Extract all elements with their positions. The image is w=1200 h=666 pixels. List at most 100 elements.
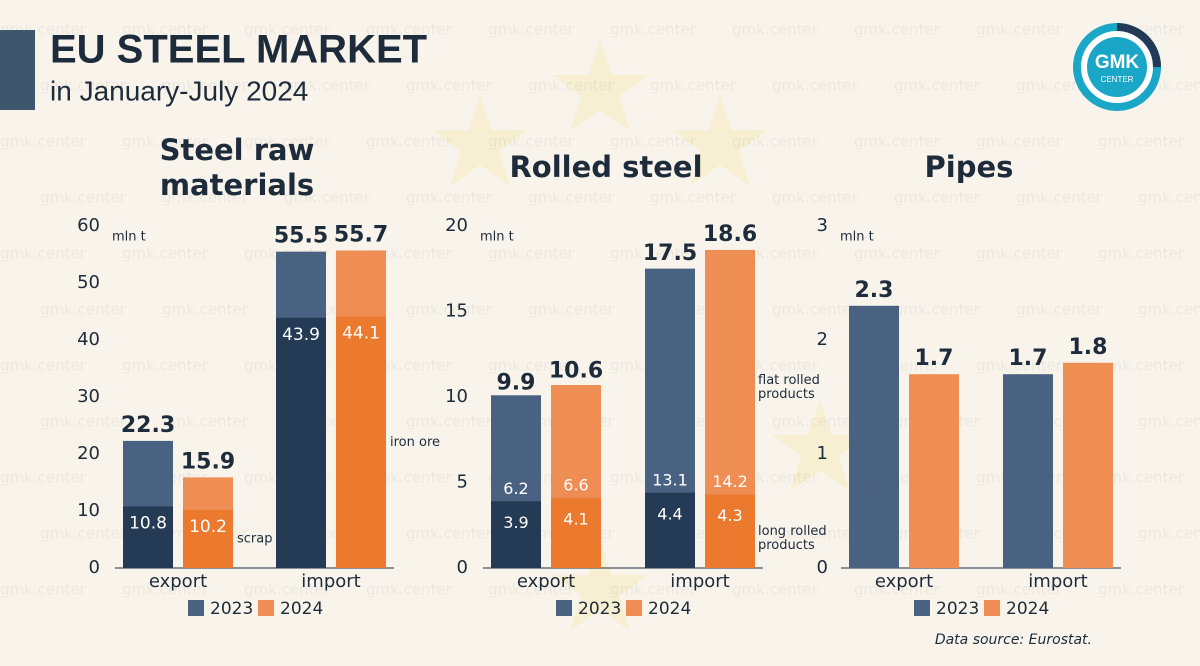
watermark: gmk.center: [366, 581, 453, 599]
watermark: gmk.center: [854, 21, 941, 39]
watermark: gmk.center: [772, 413, 859, 431]
watermark: gmk.center: [1138, 301, 1200, 319]
watermark: gmk.center: [488, 357, 575, 375]
logo: GMK CENTER: [1073, 23, 1161, 111]
legend-label: 2024: [648, 599, 691, 619]
bar-segment: [336, 316, 386, 568]
value-label: 18.6: [703, 222, 757, 247]
watermark: gmk.center: [528, 301, 615, 319]
star: [672, 95, 768, 186]
watermark: gmk.center: [488, 133, 575, 151]
segment-label: 10.8: [129, 513, 167, 533]
y-tick-label: 20: [77, 443, 100, 464]
star: [772, 400, 868, 491]
legend-label: 2023: [936, 599, 979, 619]
source-note: Data source: Eurostat.: [935, 632, 1092, 648]
legend-swatch: [984, 600, 1000, 616]
bar-segment: [276, 317, 326, 568]
star: [552, 540, 648, 631]
watermark: gmk.center: [366, 469, 453, 487]
unit-label: mln t: [840, 230, 874, 245]
watermark: gmk.center: [162, 189, 249, 207]
y-tick-label: 5: [457, 472, 468, 493]
watermark: gmk.center: [40, 189, 127, 207]
watermark: gmk.center: [488, 581, 575, 599]
watermark: gmk.center: [732, 133, 819, 151]
value-label: 22.3: [121, 413, 175, 438]
part-name: iron ore: [390, 435, 440, 450]
watermark: gmk.center: [40, 525, 127, 543]
watermark: gmk.center: [894, 189, 981, 207]
legend-label: 2024: [280, 599, 323, 619]
chart: mln t 0 10 20 30 40 50 60 export import 2023 22.3 10…: [77, 215, 440, 619]
watermark: gmk.center: [162, 301, 249, 319]
watermark: gmk.center: [284, 77, 371, 95]
value-label: 55.7: [334, 223, 388, 248]
bar-segment-long: [705, 494, 755, 568]
x-tick-label: export: [149, 571, 207, 592]
watermark: gmk.center: [0, 245, 87, 263]
watermark: gmk.center: [1098, 357, 1185, 375]
bar-segment-long: [645, 492, 695, 568]
watermark: gmk.center: [1138, 189, 1200, 207]
legend-label: 2024: [1006, 599, 1049, 619]
bar: [1003, 374, 1053, 568]
value-label: 55.5: [274, 224, 328, 249]
y-tick-label: 0: [817, 557, 828, 578]
watermark: gmk.center: [366, 21, 453, 39]
header-subtitle: in January-July 2024: [50, 75, 308, 106]
watermark: gmk.center: [488, 21, 575, 39]
watermark: gmk.center: [244, 21, 331, 39]
value-label: 1.7: [915, 346, 954, 371]
x-tick-label: export: [875, 571, 933, 592]
value-label: 10.6: [549, 359, 603, 384]
watermark: gmk.center: [40, 301, 127, 319]
watermark: gmk.center: [772, 301, 859, 319]
chart-title: Rolled steel: [509, 150, 703, 184]
legend-swatch: [258, 600, 274, 616]
bar: [849, 305, 899, 568]
watermark: gmk.center: [0, 357, 87, 375]
segment-label: 6.2: [503, 479, 528, 498]
bar-segment: [123, 506, 173, 568]
y-tick-label: 3: [817, 215, 828, 236]
bar-segment-long: [551, 497, 601, 568]
header-bar: [0, 30, 35, 110]
watermark: gmk.center: [406, 525, 493, 543]
unit-label: mln t: [480, 230, 514, 245]
watermark: gmk.center: [732, 581, 819, 599]
y-tick-label: 50: [77, 272, 100, 293]
value-label: 9.9: [497, 371, 536, 396]
watermark: gmk.center: [122, 133, 209, 151]
y-tick-label: 20: [445, 215, 468, 236]
watermark: gmk.center: [650, 77, 737, 95]
watermark: gmk.center: [162, 413, 249, 431]
part-name: long rolled products: [758, 524, 827, 554]
watermark: gmk.center: [1098, 133, 1185, 151]
bar-segment-long: [491, 501, 541, 568]
watermark: gmk.center: [0, 581, 87, 599]
watermark: gmk.center: [366, 357, 453, 375]
watermark: gmk.center: [488, 245, 575, 263]
bar: [1063, 362, 1113, 568]
watermark: gmk.center: [162, 77, 249, 95]
watermark: gmk.center: [122, 357, 209, 375]
segment-label: 6.6: [563, 475, 588, 494]
legend-swatch: [914, 600, 930, 616]
watermark: gmk.center: [40, 77, 127, 95]
legend-swatch: [626, 600, 642, 616]
legend-label: 2023: [578, 599, 621, 619]
bar: [909, 374, 959, 568]
watermark: gmk.center: [406, 413, 493, 431]
value-label: 2.3: [855, 278, 894, 303]
watermark: gmk.center: [366, 133, 453, 151]
chart: mln t 0 1 2 3 export import 2023 2.3 1.7 2024 1.7 1.…: [817, 215, 1121, 619]
watermark: gmk.center: [976, 357, 1063, 375]
y-tick-label: 10: [77, 500, 100, 521]
watermark: gmk.center: [1098, 581, 1185, 599]
logo-arc: [1116, 23, 1161, 68]
segment-label: 3.9: [503, 513, 528, 532]
y-tick-label: 60: [77, 215, 100, 236]
